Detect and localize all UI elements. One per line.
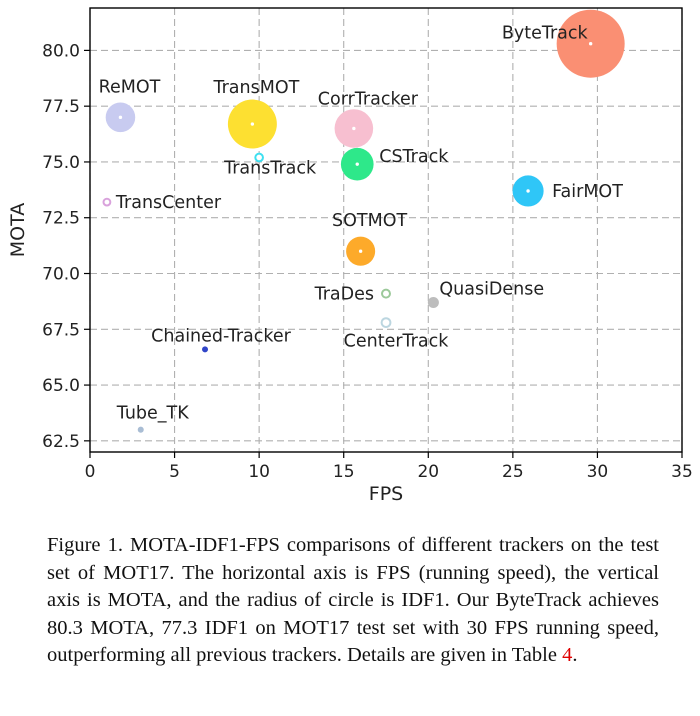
x-tick-label: 10	[248, 462, 270, 482]
y-tick-label: 75.0	[42, 153, 80, 173]
y-axis-title: MOTA	[7, 203, 29, 257]
bubble-transtrack	[254, 152, 264, 163]
point-label: ReMOT	[99, 77, 161, 97]
x-tick-label: 25	[502, 462, 524, 482]
x-tick-label: 35	[671, 462, 693, 482]
bubble-center-dot	[588, 41, 593, 46]
x-axis-title: FPS	[369, 483, 403, 505]
y-tick-label: 72.5	[42, 209, 80, 229]
point-label: TransTrack	[223, 158, 317, 178]
point-label: CSTrack	[379, 147, 449, 167]
y-tick-label: 80.0	[42, 41, 80, 61]
point-label: CenterTrack	[344, 332, 450, 352]
point-label: SOTMOT	[332, 211, 407, 231]
point-label: Tube_TK	[116, 404, 189, 424]
point-label: CorrTracker	[318, 89, 419, 109]
bubble-center-dot	[250, 122, 255, 126]
x-tick-label: 0	[85, 462, 96, 482]
point-label: Chained-Tracker	[151, 326, 292, 346]
figure-caption: Figure 1. MOTA-IDF1-FPS comparisons of d…	[47, 532, 659, 670]
point-label: TransCenter	[115, 193, 222, 213]
caption-end: .	[572, 644, 578, 667]
bubble-tube-tk	[137, 426, 144, 433]
bubble-center-dot	[352, 126, 356, 131]
ticks: 0 5 10 15 20 25 30 35 62.5 65.0 67.5 70.0 72.5 75.0 77…	[42, 41, 693, 482]
point-label: QuasiDense	[439, 280, 544, 300]
y-tick-label: 77.5	[42, 97, 80, 117]
y-tick-label: 62.5	[42, 432, 80, 452]
point-label: TransMOT	[212, 78, 299, 98]
bubble-center-dot	[526, 189, 530, 193]
point-label: ByteTrack	[502, 24, 589, 44]
x-tick-label: 20	[417, 462, 439, 482]
bubble-center-dot	[358, 249, 363, 253]
plot-frame	[89, 7, 683, 453]
bubble-center-dot	[355, 162, 359, 166]
bubble-chained-tracker	[202, 346, 209, 353]
y-tick-label: 70.0	[42, 265, 80, 285]
mota-fps-chart: 0 5 10 15 20 25 30 35 62.5 65.0 67.5 70.0 72.5 75.0 77…	[7, 7, 693, 505]
bubble-trades	[381, 288, 391, 299]
bubble-centertrack	[380, 317, 392, 328]
x-tick-label: 15	[333, 462, 355, 482]
x-tick-label: 30	[587, 462, 609, 482]
table-reference-link[interactable]: 4	[562, 644, 573, 667]
point-label: FairMOT	[552, 182, 623, 202]
bubble-transcenter	[102, 197, 112, 207]
bubble-center-dot	[118, 115, 123, 120]
caption-text: Figure 1. MOTA-IDF1-FPS comparisons of d…	[47, 534, 659, 667]
point-label: TraDes	[314, 285, 374, 305]
y-tick-label: 65.0	[42, 376, 80, 396]
y-tick-label: 67.5	[42, 320, 80, 340]
bubble-quasidense	[427, 296, 439, 309]
x-tick-label: 5	[169, 462, 180, 482]
bubbles	[102, 9, 625, 433]
chart-svg: 0 5 10 15 20 25 30 35 62.5 65.0 67.5 70.0 72.5 75.0 77…	[7, 7, 693, 505]
point-labels: ByteTrack TransMOT CorrTracker CSTrack FairM…	[99, 24, 624, 424]
